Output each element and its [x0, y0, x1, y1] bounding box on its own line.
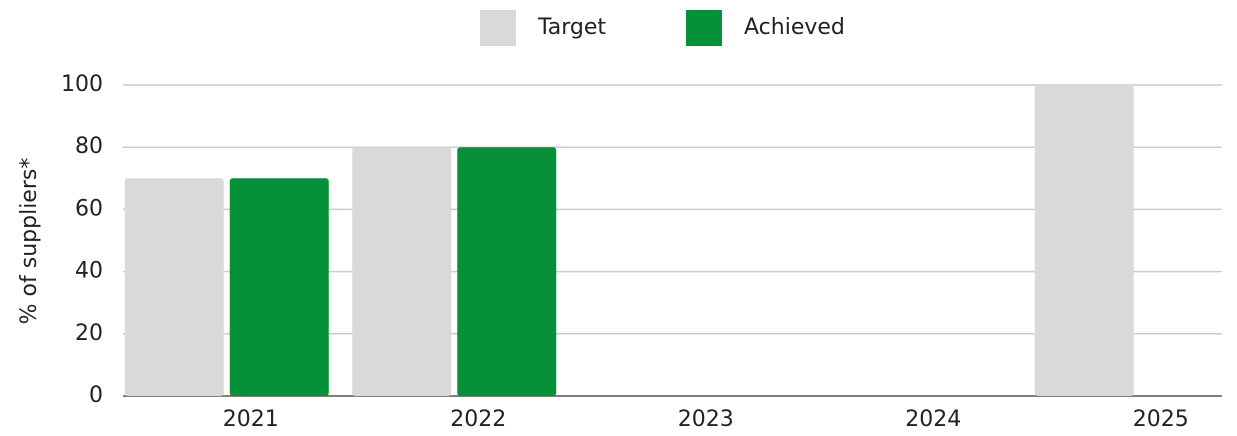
- y-axis-label: % of suppliers*: [17, 158, 42, 325]
- y-tick-label: 0: [89, 383, 103, 408]
- y-tick-label: 20: [75, 321, 103, 346]
- y-tick-label: 40: [75, 259, 103, 284]
- y-tick-label: 60: [75, 196, 103, 221]
- bar: [229, 178, 329, 396]
- y-tick-label: 100: [61, 72, 103, 97]
- bar: [457, 147, 557, 396]
- legend-label: Achieved: [744, 15, 845, 40]
- legend-swatch: [686, 10, 722, 46]
- bar: [1034, 85, 1134, 396]
- legend-label: Target: [537, 15, 606, 40]
- x-tick-label: 2021: [223, 407, 279, 432]
- bar: [352, 147, 452, 396]
- x-tick-label: 2024: [905, 407, 961, 432]
- legend-swatch: [480, 10, 516, 46]
- x-tick-label: 2025: [1133, 407, 1189, 432]
- x-tick-label: 2023: [678, 407, 734, 432]
- y-tick-label: 80: [75, 134, 103, 159]
- x-tick-label: 2022: [450, 407, 506, 432]
- bar: [124, 178, 224, 396]
